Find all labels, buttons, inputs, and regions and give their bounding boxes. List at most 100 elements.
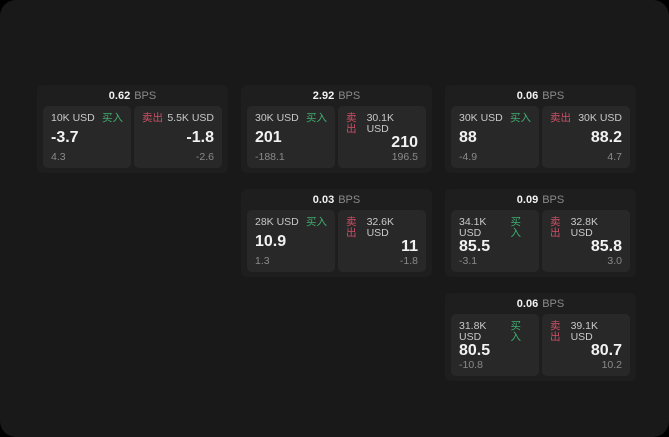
buy-panel-top: 31.8K USD 买入: [459, 321, 531, 342]
buy-notional: 28K USD: [255, 216, 299, 228]
bps-value: 0.06: [516, 298, 539, 310]
bps-unit-label: BPS: [134, 90, 157, 102]
card-body: 31.8K USD 买入 80.5 -10.8 卖出 39.1K USD 80.…: [451, 314, 630, 376]
buy-notional: 30K USD: [255, 112, 299, 124]
sell-panel-top: 卖出 32.8K USD: [550, 217, 622, 238]
buy-panel-top: 34.1K USD 买入: [459, 217, 531, 238]
buy-sub-value: 4.3: [51, 150, 66, 163]
sell-panel-top: 卖出 30K USD: [550, 113, 622, 124]
card-header: 0.06 BPS: [445, 85, 636, 106]
buy-sub-value: -10.8: [459, 358, 483, 371]
buy-price: 201: [255, 128, 282, 146]
sell-notional: 32.6K USD: [366, 216, 395, 239]
sell-sub-value: 10.2: [601, 358, 622, 371]
buy-price: 80.5: [459, 341, 491, 359]
card-body: 28K USD 买入 10.9 1.3 卖出 32.6K USD 11 -1.8: [247, 210, 426, 272]
card-header: 0.09 BPS: [445, 189, 636, 210]
bps-value: 0.06: [516, 90, 539, 102]
sell-notional: 30.1K USD: [366, 112, 395, 135]
card-body: 10K USD 买入 -3.7 4.3 卖出 5.5K USD -1.8 -2.…: [43, 106, 222, 168]
sell-price: 210: [391, 133, 418, 151]
quote-card: 0.06 BPS 30K USD 买入 88 -4.9 卖出 30K USD 8…: [445, 85, 636, 173]
buy-panel[interactable]: 10K USD 买入 -3.7 4.3: [43, 106, 131, 168]
sell-side-label: 卖出: [346, 112, 357, 135]
quote-card: 0.06 BPS 31.8K USD 买入 80.5 -10.8 卖出 39.1…: [445, 293, 636, 381]
bps-value: 2.92: [312, 90, 335, 102]
buy-panel[interactable]: 34.1K USD 买入 85.5 -3.1: [451, 210, 539, 272]
buy-side-label: 买入: [102, 112, 123, 124]
buy-notional: 31.8K USD: [459, 320, 487, 343]
sell-sub-value: -2.6: [195, 150, 214, 163]
sell-panel-top: 卖出 30.1K USD: [346, 113, 418, 134]
bps-unit-label: BPS: [338, 90, 361, 102]
quote-card: 0.62 BPS 10K USD 买入 -3.7 4.3 卖出 5.5K USD…: [37, 85, 228, 173]
sell-price: -1.8: [186, 128, 214, 146]
buy-notional: 30K USD: [459, 112, 503, 124]
quote-card: 0.03 BPS 28K USD 买入 10.9 1.3 卖出 32.6K US…: [241, 189, 432, 277]
card-header: 0.62 BPS: [37, 85, 228, 106]
buy-panel[interactable]: 30K USD 买入 201 -188.1: [247, 106, 335, 168]
sell-side-label: 卖出: [142, 112, 163, 124]
buy-side-label: 买入: [306, 216, 327, 228]
bps-value: 0.62: [108, 90, 131, 102]
quote-grid: 0.62 BPS 10K USD 买入 -3.7 4.3 卖出 5.5K USD…: [37, 85, 636, 381]
bps-unit-label: BPS: [338, 194, 361, 206]
buy-panel[interactable]: 28K USD 买入 10.9 1.3: [247, 210, 335, 272]
sell-panel[interactable]: 卖出 39.1K USD 80.7 10.2: [542, 314, 630, 376]
sell-notional: 30K USD: [578, 112, 622, 124]
buy-side-label: 买入: [510, 112, 531, 124]
sell-sub-value: -1.8: [399, 254, 418, 267]
buy-side-label: 买入: [510, 216, 521, 239]
sell-panel[interactable]: 卖出 30K USD 88.2 4.7: [542, 106, 630, 168]
buy-side-label: 买入: [510, 320, 521, 343]
sell-price: 88.2: [590, 128, 622, 146]
bps-unit-label: BPS: [542, 90, 565, 102]
buy-panel-top: 28K USD 买入: [255, 217, 327, 228]
bps-unit-label: BPS: [542, 194, 565, 206]
sell-sub-value: 196.5: [391, 150, 418, 163]
quote-card: 2.92 BPS 30K USD 买入 201 -188.1 卖出 30.1K …: [241, 85, 432, 173]
sell-side-label: 卖出: [550, 320, 561, 343]
sell-side-label: 卖出: [346, 216, 357, 239]
sell-panel-top: 卖出 5.5K USD: [142, 113, 214, 124]
sell-notional: 32.8K USD: [570, 216, 599, 239]
card-body: 30K USD 买入 88 -4.9 卖出 30K USD 88.2 4.7: [451, 106, 630, 168]
card-header: 0.06 BPS: [445, 293, 636, 314]
buy-side-label: 买入: [306, 112, 327, 124]
sell-price: 11: [401, 237, 418, 255]
buy-panel-top: 30K USD 买入: [255, 113, 327, 124]
buy-price: 85.5: [459, 237, 491, 255]
buy-price: 88: [459, 128, 477, 146]
bps-value: 0.03: [312, 194, 335, 206]
buy-panel[interactable]: 30K USD 买入 88 -4.9: [451, 106, 539, 168]
buy-panel[interactable]: 31.8K USD 买入 80.5 -10.8: [451, 314, 539, 376]
buy-panel-top: 30K USD 买入: [459, 113, 531, 124]
buy-price: 10.9: [255, 232, 287, 250]
sell-side-label: 卖出: [550, 112, 571, 124]
quote-card: 0.09 BPS 34.1K USD 买入 85.5 -3.1 卖出 32.8K…: [445, 189, 636, 277]
bps-value: 0.09: [516, 194, 539, 206]
sell-panel[interactable]: 卖出 30.1K USD 210 196.5: [338, 106, 426, 168]
sell-panel-top: 卖出 39.1K USD: [550, 321, 622, 342]
buy-price: -3.7: [51, 128, 79, 146]
buy-sub-value: -188.1: [255, 150, 285, 163]
sell-panel[interactable]: 卖出 32.8K USD 85.8 3.0: [542, 210, 630, 272]
bps-unit-label: BPS: [542, 298, 565, 310]
card-body: 30K USD 买入 201 -188.1 卖出 30.1K USD 210 1…: [247, 106, 426, 168]
sell-price: 80.7: [590, 341, 622, 359]
buy-sub-value: -3.1: [459, 254, 478, 267]
sell-price: 85.8: [590, 237, 622, 255]
buy-panel-top: 10K USD 买入: [51, 113, 123, 124]
sell-sub-value: 3.0: [607, 254, 622, 267]
sell-sub-value: 4.7: [607, 150, 622, 163]
buy-sub-value: -4.9: [459, 150, 478, 163]
buy-sub-value: 1.3: [255, 254, 270, 267]
sell-panel[interactable]: 卖出 5.5K USD -1.8 -2.6: [134, 106, 222, 168]
buy-notional: 34.1K USD: [459, 216, 487, 239]
sell-side-label: 卖出: [550, 216, 561, 239]
sell-panel[interactable]: 卖出 32.6K USD 11 -1.8: [338, 210, 426, 272]
card-body: 34.1K USD 买入 85.5 -3.1 卖出 32.8K USD 85.8…: [451, 210, 630, 272]
card-header: 2.92 BPS: [241, 85, 432, 106]
card-header: 0.03 BPS: [241, 189, 432, 210]
